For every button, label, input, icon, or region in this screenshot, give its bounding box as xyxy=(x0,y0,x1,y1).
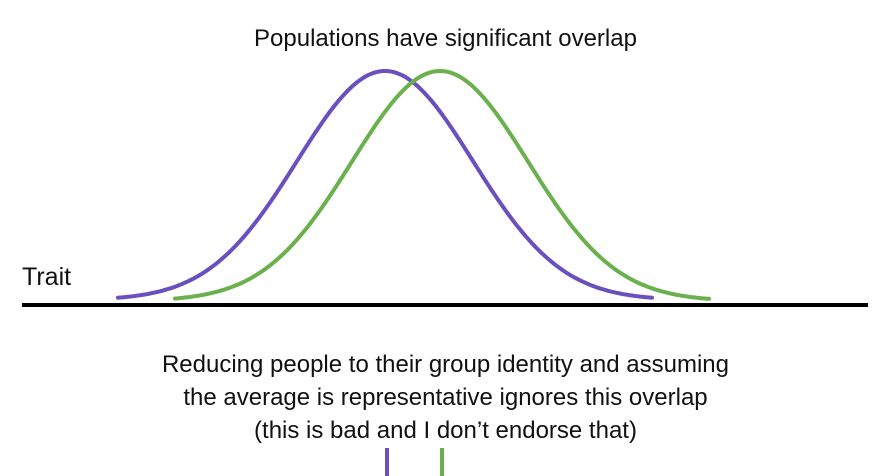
trait-axis-label: Trait xyxy=(22,263,72,291)
population-a-curve xyxy=(116,69,654,300)
caption-line: (this is bad and I don’t endorse that) xyxy=(254,417,637,444)
caption-line: the average is representative ignores th… xyxy=(183,384,708,411)
population-b-curve xyxy=(173,69,711,301)
caption: Reducing people to their group identity … xyxy=(0,348,891,447)
caption-line: Reducing people to their group identity … xyxy=(161,351,730,378)
diagram-title: Populations have significant overlap xyxy=(254,25,637,52)
